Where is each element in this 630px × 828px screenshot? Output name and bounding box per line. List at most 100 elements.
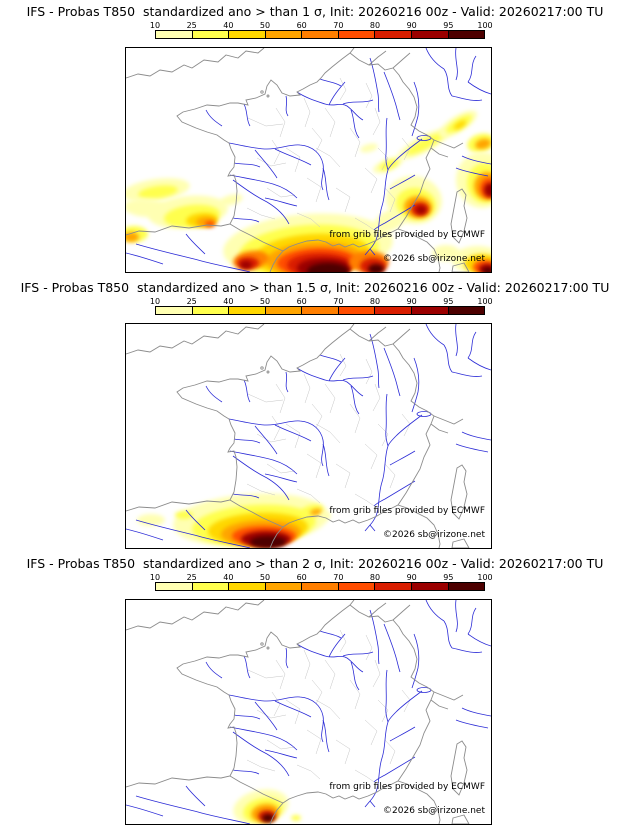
probability-field — [233, 789, 301, 824]
attribution-copyright: ©2026 sb@irizone.net — [383, 254, 485, 264]
coastlines-and-borders — [126, 600, 470, 824]
colorbar-label: 25 — [186, 573, 197, 582]
colorbar-label: 100 — [477, 21, 493, 30]
colorbar-label: 10 — [149, 573, 161, 582]
attribution-copyright: ©2026 sb@irizone.net — [383, 530, 485, 540]
colorbar-segment — [338, 31, 376, 38]
probability-field — [126, 110, 491, 272]
attribution-source: from grib files provided by ECMWF — [329, 230, 485, 240]
probability-blob — [368, 264, 384, 272]
colorbar-label: 50 — [259, 573, 271, 582]
colorbar-segment — [338, 307, 376, 314]
colorbar-segment — [192, 583, 230, 590]
probability-blob — [205, 221, 215, 227]
colorbar-label: 60 — [296, 573, 307, 582]
probability-blob — [475, 138, 491, 150]
colorbar-label: 60 — [296, 297, 307, 306]
colorbar: 10 25 40 50 60 70 80 90 95 100 — [150, 21, 493, 39]
colorbar-label: 40 — [223, 573, 234, 582]
rivers — [126, 48, 491, 272]
france-map — [126, 600, 491, 824]
colorbar-segment — [411, 583, 449, 590]
panel-1-5sigma: IFS - Probas T850 standardized ano > tha… — [0, 276, 630, 552]
department-boundaries — [246, 629, 411, 785]
colorbar-label: 50 — [259, 21, 271, 30]
colorbar-segment — [156, 31, 193, 38]
colorbar-label: 70 — [333, 21, 344, 30]
colorbar-label: 70 — [333, 573, 344, 582]
colorbar-segment — [338, 583, 376, 590]
colorbar-label: 10 — [149, 297, 161, 306]
colorbar-label: 25 — [186, 297, 197, 306]
colorbar-label: 95 — [443, 297, 454, 306]
probability-blob — [310, 508, 322, 516]
colorbar-segment — [411, 31, 449, 38]
colorbar-label: 80 — [369, 573, 381, 582]
colorbar-segment — [375, 307, 412, 314]
colorbar-label: 40 — [223, 21, 234, 30]
colorbar-bar — [155, 306, 485, 315]
attribution-copyright: ©2026 sb@irizone.net — [383, 806, 485, 816]
map-panel: from grib files provided by ECMWF ©2026 … — [125, 599, 492, 825]
colorbar-segment — [265, 583, 303, 590]
probability-blob — [240, 261, 252, 269]
colorbar-segment — [156, 583, 193, 590]
rivers — [126, 600, 491, 824]
map-panel: from grib files provided by ECMWF ©2026 … — [125, 323, 492, 549]
colorbar-label: 80 — [369, 297, 381, 306]
probability-blob — [126, 232, 139, 242]
colorbar-segment — [411, 307, 449, 314]
panel-1sigma: IFS - Probas T850 standardized ano > tha… — [0, 0, 630, 276]
colorbar-label: 80 — [369, 21, 381, 30]
colorbar-segment — [302, 307, 339, 314]
probability-blob — [406, 133, 444, 155]
probability-field — [137, 493, 331, 548]
colorbar-labels: 10 25 40 50 60 70 80 90 95 100 — [150, 297, 493, 306]
probability-blob — [250, 536, 286, 548]
map-panel: from grib files provided by ECMWF ©2026 … — [125, 47, 492, 273]
colorbar-label: 90 — [406, 297, 417, 306]
probability-blob — [137, 514, 165, 526]
colorbar-segment — [448, 31, 485, 38]
colorbar-label: 10 — [149, 21, 161, 30]
probability-blob — [138, 185, 178, 199]
panel-title: IFS - Probas T850 standardized ano > tha… — [20, 280, 610, 295]
coastlines-and-borders — [126, 48, 470, 272]
colorbar-label: 25 — [186, 21, 197, 30]
colorbar-label: 70 — [333, 297, 344, 306]
colorbar-bar — [155, 30, 485, 39]
colorbar: 10 25 40 50 60 70 80 90 95 100 — [150, 297, 493, 315]
rivers — [126, 324, 491, 548]
colorbar-segment — [229, 307, 266, 314]
panel-title: IFS - Probas T850 standardized ano > tha… — [26, 4, 604, 19]
probability-blob — [360, 143, 378, 153]
probability-blob — [416, 206, 426, 214]
colorbar-label: 95 — [443, 573, 454, 582]
colorbar-label: 90 — [406, 21, 417, 30]
panel-2sigma: IFS - Probas T850 standardized ano > tha… — [0, 552, 630, 828]
probability-blob — [484, 183, 491, 197]
colorbar: 10 25 40 50 60 70 80 90 95 100 — [150, 573, 493, 591]
coastlines-and-borders — [126, 324, 470, 548]
department-boundaries — [246, 353, 411, 509]
colorbar-labels: 10 25 40 50 60 70 80 90 95 100 — [150, 21, 493, 30]
colorbar-label: 100 — [477, 573, 493, 582]
colorbar-label: 90 — [406, 573, 417, 582]
panel-title: IFS - Probas T850 standardized ano > tha… — [26, 556, 604, 571]
probability-blob — [307, 263, 349, 272]
colorbar-label: 95 — [443, 21, 454, 30]
basemap — [126, 324, 491, 548]
colorbar-segment — [192, 307, 230, 314]
colorbar-label: 60 — [296, 21, 307, 30]
colorbar-segment — [229, 31, 266, 38]
basemap — [126, 48, 491, 272]
colorbar-label: 40 — [223, 297, 234, 306]
probability-blob — [262, 814, 274, 822]
colorbar-segment — [448, 583, 485, 590]
france-map — [126, 324, 491, 548]
attribution-source: from grib files provided by ECMWF — [329, 506, 485, 516]
colorbar-segment — [156, 307, 193, 314]
probability-blob — [291, 815, 301, 821]
colorbar-label: 50 — [259, 297, 271, 306]
